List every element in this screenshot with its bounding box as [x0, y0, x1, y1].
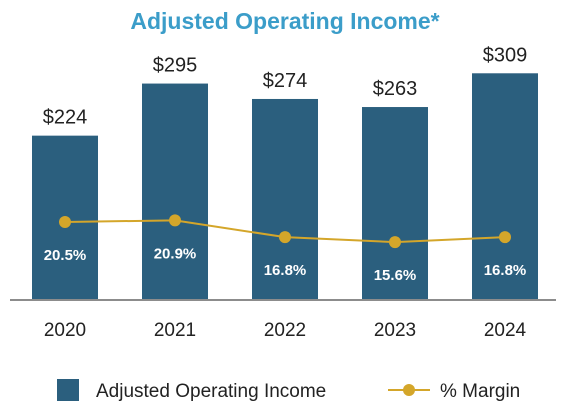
bar-value-labels: $224 $295 $274 $263 $309 — [43, 44, 528, 128]
bar-2021 — [142, 83, 208, 300]
margin-label-2021: 20.9% — [154, 245, 197, 262]
bar-value-label-2022: $274 — [263, 70, 308, 92]
legend-line-label: % Margin — [440, 381, 520, 402]
pct-labels: 20.5% 20.9% 16.8% 15.6% 16.8% — [44, 245, 527, 284]
legend-line-marker — [403, 384, 415, 396]
x-tick-2020: 2020 — [44, 320, 86, 341]
margin-label-2022: 16.8% — [264, 262, 307, 279]
legend: Adjusted Operating Income % Margin — [57, 379, 520, 402]
x-tick-2023: 2023 — [374, 320, 416, 341]
bar-2024 — [472, 73, 538, 300]
bar-2022 — [252, 98, 318, 300]
bar-value-label-2020: $224 — [43, 107, 88, 129]
bar-value-label-2021: $295 — [153, 55, 198, 77]
x-axis-ticks: 2020 2021 2022 2023 2024 — [44, 320, 527, 341]
x-tick-2022: 2022 — [264, 320, 306, 341]
margin-point-2023 — [389, 236, 401, 249]
margin-label-2023: 15.6% — [374, 267, 417, 284]
margin-point-2021 — [169, 214, 181, 227]
margin-point-2024 — [499, 231, 511, 244]
margin-label-2020: 20.5% — [44, 247, 87, 264]
x-tick-2024: 2024 — [484, 320, 527, 341]
bar-2023 — [362, 107, 428, 301]
bar-value-label-2023: $263 — [373, 78, 418, 100]
margin-point-2022 — [279, 231, 291, 244]
x-tick-2021: 2021 — [154, 320, 196, 341]
chart-title: Adjusted Operating Income* — [130, 8, 439, 34]
legend-bar-swatch — [57, 379, 79, 401]
bar-value-label-2024: $309 — [483, 44, 528, 66]
margin-label-2024: 16.8% — [484, 262, 527, 279]
bars-layer — [32, 73, 538, 301]
margin-point-2020 — [59, 216, 71, 228]
line-layer — [59, 214, 511, 249]
legend-bar-label: Adjusted Operating Income — [96, 381, 326, 402]
